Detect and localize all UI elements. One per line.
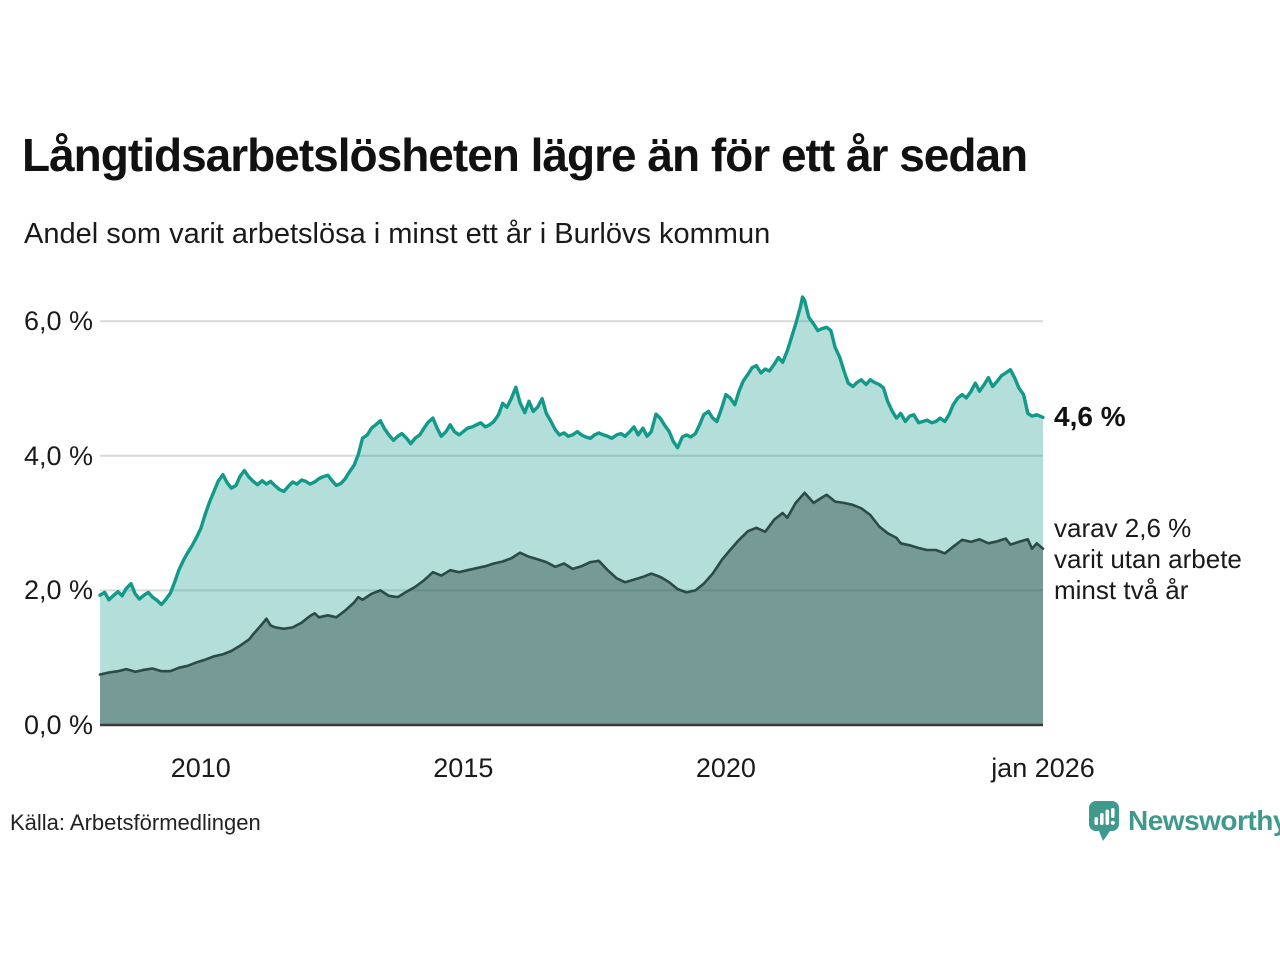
- series-lines: [98, 295, 1045, 676]
- two-year-series-label-line: varit utan arbete: [1054, 543, 1242, 574]
- x-tick-label: 2020: [695, 753, 756, 783]
- y-tick-label: 2,0 %: [23, 575, 93, 606]
- newsworthy-logo: Newsworthy: [1088, 800, 1280, 842]
- newsworthy-logo-icon: [1089, 801, 1119, 841]
- x-tick-label: 2015: [433, 753, 494, 783]
- x-tick-label: jan 2026: [991, 753, 1095, 783]
- two-year-series-label-line: varav 2,6 %: [1054, 512, 1192, 543]
- page-title: Långtidsarbetslösheten lägre än för ett …: [22, 129, 1028, 181]
- y-tick-label: 4,0 %: [23, 440, 93, 471]
- newsworthy-logo-text: Newsworthy: [1128, 805, 1280, 836]
- x-tick-label: 2010: [170, 753, 231, 783]
- end-value-label: 4,6 %: [1054, 401, 1126, 433]
- series-line-one-year: [98, 295, 1045, 607]
- area-fill-two-years: [100, 492, 1043, 725]
- y-tick-label: 6,0 %: [23, 306, 93, 337]
- gridlines: [100, 320, 1043, 592]
- two-year-series-label-line: minst två år: [1054, 574, 1189, 605]
- series-line-two-years: [98, 491, 1045, 676]
- two-year-series-label: varav 2,6 % varit utan arbete minst två år: [1054, 513, 1242, 606]
- area-fills: [100, 297, 1043, 725]
- page-subtitle: Andel som varit arbetslösa i minst ett å…: [24, 218, 771, 250]
- y-tick-label: 0,0 %: [23, 710, 93, 740]
- source-note: Källa: Arbetsförmedlingen: [10, 810, 261, 835]
- logo-bar-chart-glyph: [1094, 808, 1115, 825]
